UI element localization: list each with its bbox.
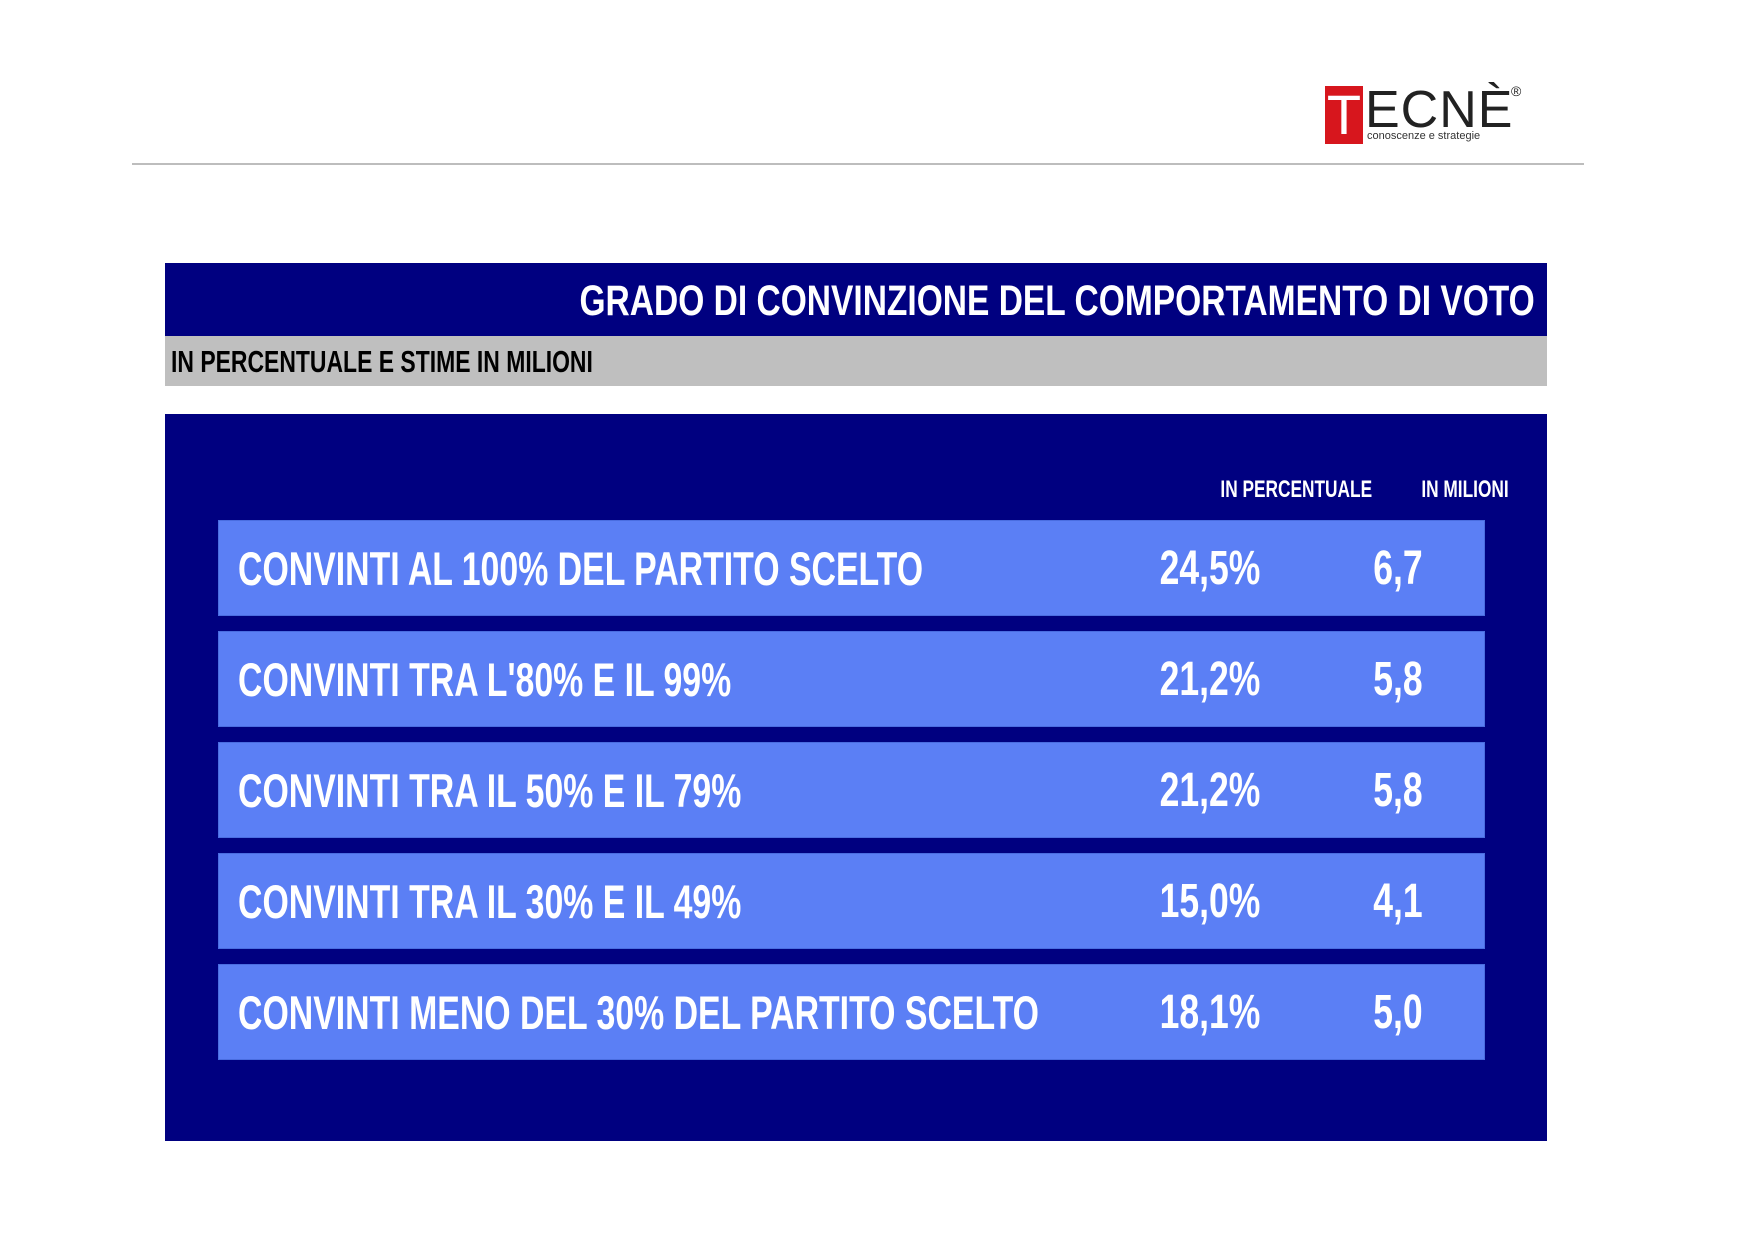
chart-title: GRADO DI CONVINZIONE DEL COMPORTAMENTO D… [579,277,1535,325]
row-percent-value: 15,0% [1159,875,1261,928]
row-millions-value: 4,1 [1373,875,1423,928]
column-header-percent: IN PERCENTUALE [1220,476,1373,503]
row-percent-value: 21,2% [1159,764,1261,817]
row-millions-value: 6,7 [1373,542,1423,595]
tecne-logo: T ECNÈ ® conoscenze e strategie [1325,84,1525,146]
row-label: CONVINTI TRA L'80% E IL 99% [238,653,732,706]
header-divider [132,163,1584,165]
table-rows: CONVINTI AL 100% DEL PARTITO SCELTO 24,5… [218,520,1485,1075]
row-millions-value: 5,8 [1373,764,1423,817]
row-millions-value: 5,0 [1373,986,1423,1039]
logo-wordmark: ECNÈ [1365,81,1514,139]
row-label: CONVINTI AL 100% DEL PARTITO SCELTO [238,542,924,595]
logo-registered-mark: ® [1511,83,1522,99]
row-percent-value: 21,2% [1159,653,1261,706]
logo-tagline: conoscenze e strategie [1367,130,1481,142]
row-percent-value: 18,1% [1159,986,1261,1039]
table-row: CONVINTI TRA L'80% E IL 99% 21,2% 5,8 [218,631,1485,727]
logo-red-block [1325,86,1363,144]
chart-subtitle: IN PERCENTUALE E STIME IN MILIONI [171,344,593,379]
table-row: CONVINTI TRA IL 50% E IL 79% 21,2% 5,8 [218,742,1485,838]
row-percent-value: 24,5% [1159,542,1261,595]
table-row: CONVINTI MENO DEL 30% DEL PARTITO SCELTO… [218,964,1485,1060]
row-millions-value: 5,8 [1373,653,1423,706]
row-label: CONVINTI MENO DEL 30% DEL PARTITO SCELTO [238,986,1039,1039]
row-label: CONVINTI TRA IL 30% E IL 49% [238,875,742,928]
title-bar: GRADO DI CONVINZIONE DEL COMPORTAMENTO D… [165,263,1547,336]
row-label: CONVINTI TRA IL 50% E IL 79% [238,764,742,817]
logo-initial: T [1326,83,1362,146]
results-table: IN PERCENTUALE IN MILIONI CONVINTI AL 10… [165,414,1547,1141]
subtitle-bar: IN PERCENTUALE E STIME IN MILIONI [165,336,1547,386]
table-row: CONVINTI AL 100% DEL PARTITO SCELTO 24,5… [218,520,1485,616]
table-row: CONVINTI TRA IL 30% E IL 49% 15,0% 4,1 [218,853,1485,949]
column-header-millions: IN MILIONI [1421,476,1509,503]
